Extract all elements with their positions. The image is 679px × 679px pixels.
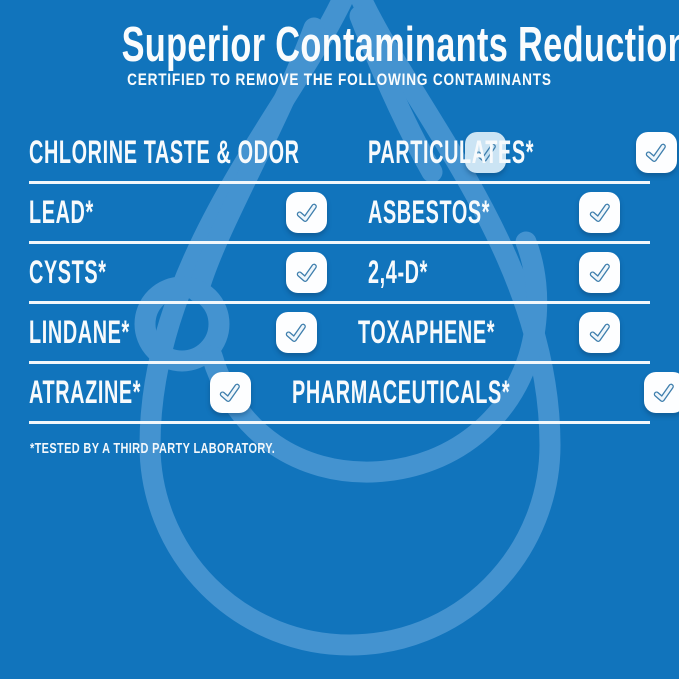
cell-particulates: PARTICULATES* [368,132,679,173]
contaminant-label: LEAD* [29,194,94,230]
contaminant-label: LINDANE* [29,314,130,350]
table-row: LINDANE* TOXAPHENE* [29,304,650,364]
check-icon [579,192,620,233]
check-icon [286,252,327,293]
cell-asbestos: ASBESTOS* [368,192,650,233]
cell-toxaphene: TOXAPHENE* [358,312,650,353]
check-icon [209,372,251,413]
cell-lead: LEAD* [29,192,368,233]
contaminant-label: PARTICULATES* [368,134,535,170]
check-icon [643,372,679,413]
contaminant-label: TOXAPHENE* [357,314,496,350]
cell-pharmaceuticals: PHARMACEUTICALS* [292,372,679,413]
check-icon [275,312,317,353]
table-row: ATRAZINE* PHARMACEUTICALS* [29,364,679,424]
cell-cysts: CYSTS* [29,252,368,293]
page-title: Superior Contaminants Reduction [121,18,679,72]
table-row: CYSTS* 2,4-D* [29,244,650,304]
cell-chlorine-taste-odor: CHLORINE TASTE & ODOR [29,132,507,173]
contaminant-label: CYSTS* [29,254,107,290]
cell-lindane: LINDANE* [29,312,358,353]
check-icon [635,132,677,173]
contaminant-label: 2,4-D* [368,254,428,290]
contaminant-label: CHLORINE TASTE & ODOR [29,134,300,170]
page-subtitle: CERTIFIED TO REMOVE THE FOLLOWING CONTAM… [127,70,552,89]
footnote: *TESTED BY A THIRD PARTY LABORATORY. [30,440,276,457]
header: Superior Contaminants Reduction CERTIFIE… [0,18,679,89]
cell-24d: 2,4-D* [368,252,650,293]
contaminant-label: ATRAZINE* [29,374,142,410]
contaminant-label: ASBESTOS* [368,194,491,230]
table-row: LEAD* ASBESTOS* [29,184,650,244]
check-icon [286,192,327,233]
cell-atrazine: ATRAZINE* [29,372,292,413]
table-row: CHLORINE TASTE & ODOR PARTICULATES* [29,124,677,184]
check-icon [579,312,620,353]
contaminants-table: CHLORINE TASTE & ODOR PARTICULATES* LEAD… [29,124,679,424]
check-icon [579,252,620,293]
check-icon [465,132,507,173]
contaminant-label: PHARMACEUTICALS* [291,374,511,410]
